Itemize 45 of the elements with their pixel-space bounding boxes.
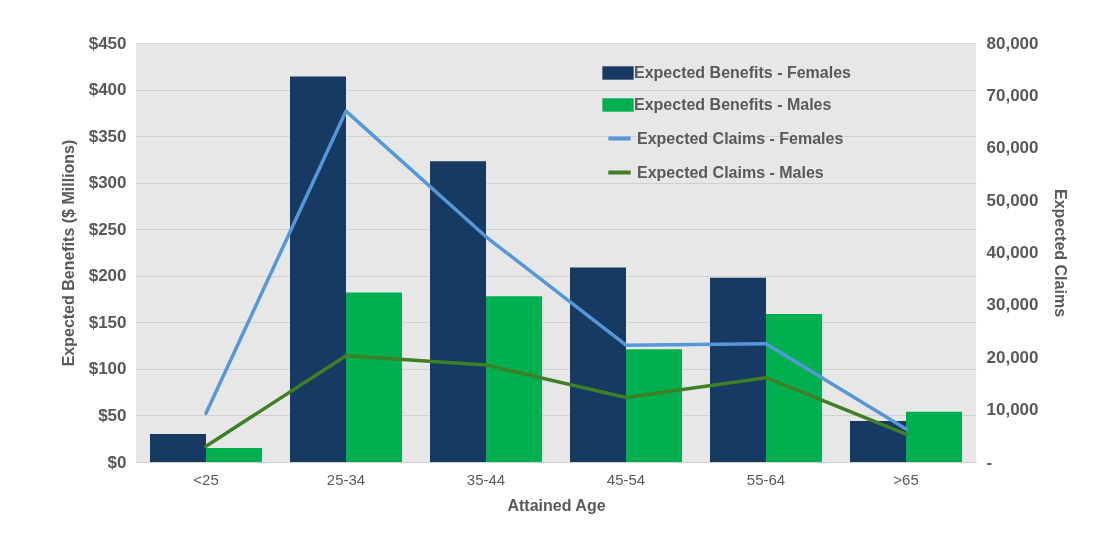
- y-tick-label: $250: [88, 219, 127, 239]
- bar: [850, 421, 906, 462]
- y-tick-label: $0: [107, 452, 127, 472]
- y2-tick-label: 50,000: [986, 190, 1039, 210]
- legend-label: Expected Benefits - Females: [634, 64, 852, 81]
- line-series: [204, 353, 908, 449]
- x-tick-label: 25-34: [326, 470, 366, 488]
- y2-tick-label: 10,000: [986, 400, 1039, 420]
- bar: [710, 277, 766, 462]
- bar: [906, 411, 962, 462]
- bar: [206, 448, 262, 462]
- x-tick-label: 55-64: [746, 470, 786, 488]
- y2-tick-label: 80,000: [986, 33, 1039, 53]
- y2-tick-label: 60,000: [986, 138, 1039, 158]
- bar: [486, 296, 542, 462]
- bar: [346, 292, 402, 462]
- y2-tick-label: 70,000: [986, 85, 1039, 105]
- legend-label: Expected Claims - Males: [637, 163, 824, 181]
- legend-label: Expected Claims - Females: [637, 129, 844, 147]
- x-tick-label: >65: [893, 470, 919, 488]
- bar: [570, 267, 626, 462]
- bar: [766, 313, 822, 462]
- y-tick-label: $150: [88, 312, 127, 332]
- y-axis-title: Expected Benefits ($ Millions): [59, 139, 77, 367]
- x-tick-label: 35-44: [466, 470, 506, 488]
- y-tick-label: $450: [88, 33, 127, 53]
- y2-tick-label: 30,000: [986, 295, 1039, 315]
- bar: [290, 76, 346, 462]
- y-tick-label: $50: [98, 405, 127, 425]
- bar: [150, 434, 206, 462]
- bar: [626, 349, 682, 462]
- legend-label: Expected Benefits - Males: [634, 96, 832, 113]
- y-tick-label: $400: [88, 80, 127, 100]
- x-axis-title: Attained Age: [507, 496, 606, 514]
- x-tick-label: 45-54: [606, 470, 646, 488]
- y-tick-label: $200: [88, 266, 127, 286]
- y-tick-label: $100: [88, 359, 127, 379]
- y2-tick-label: 40,000: [986, 243, 1039, 262]
- y2-axis-title: Expected Claims: [1052, 188, 1070, 318]
- x-tick-label: <25: [193, 470, 219, 488]
- y2-tick-label: -: [986, 452, 993, 472]
- y-tick-label: $300: [88, 173, 127, 193]
- y-tick-label: $350: [88, 126, 127, 146]
- bar: [430, 161, 486, 462]
- y2-tick-label: 20,000: [986, 347, 1039, 367]
